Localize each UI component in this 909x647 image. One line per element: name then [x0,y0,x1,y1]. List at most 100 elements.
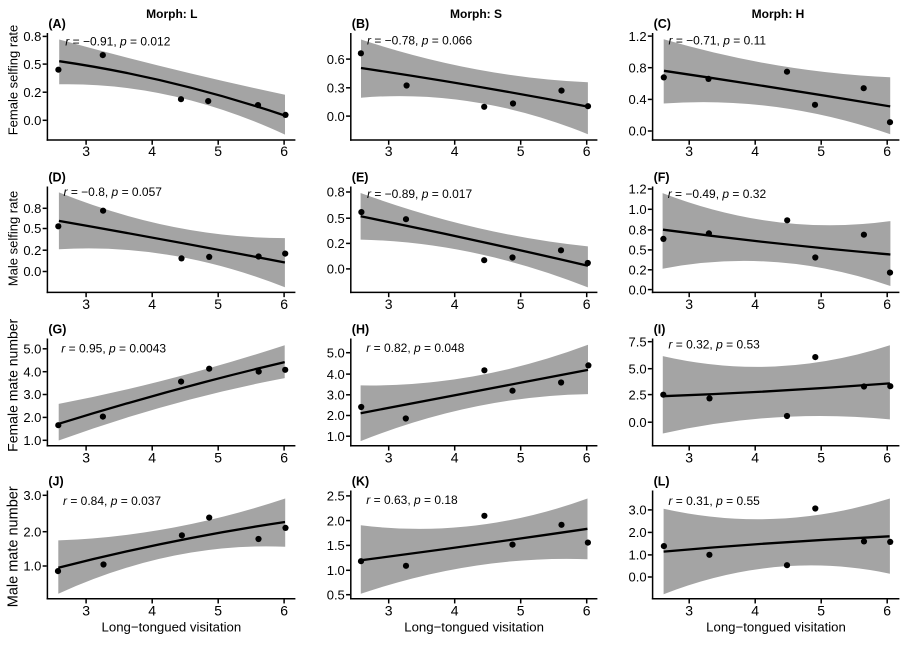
svg-text:3: 3 [685,143,693,159]
svg-text:3.0: 3.0 [23,387,41,402]
svg-text:5: 5 [214,603,222,619]
svg-text:1.2: 1.2 [629,29,647,44]
svg-text:r = −0.91, p = 0.012: r = −0.91, p = 0.012 [65,35,170,49]
svg-text:3: 3 [685,296,693,312]
svg-text:1.0: 1.0 [23,559,41,574]
svg-text:0.5: 0.5 [23,57,41,72]
svg-text:(A): (A) [48,17,65,31]
svg-text:0.5: 0.5 [23,221,41,236]
svg-text:1.5: 1.5 [327,538,345,553]
svg-text:Morph: H: Morph: H [752,7,805,21]
svg-text:4: 4 [751,449,759,465]
svg-text:(J): (J) [48,475,63,489]
svg-text:Morph: S: Morph: S [450,7,502,21]
svg-text:0.8: 0.8 [23,201,41,216]
svg-text:2.5: 2.5 [629,387,647,402]
svg-text:3: 3 [385,449,393,465]
svg-text:(H): (H) [352,323,369,337]
svg-text:0.2: 0.2 [327,236,345,251]
svg-text:3.0: 3.0 [327,387,345,402]
svg-text:3: 3 [82,143,90,159]
svg-text:6: 6 [883,296,891,312]
svg-text:Male mate number: Male mate number [6,486,22,607]
svg-text:Female mate number: Female mate number [5,318,21,451]
svg-text:0.2: 0.2 [23,243,41,258]
svg-text:5: 5 [817,296,825,312]
svg-text:0.8: 0.8 [629,60,647,75]
svg-text:4: 4 [451,296,459,312]
svg-text:1.0: 1.0 [629,548,647,563]
svg-text:0.0: 0.0 [327,109,345,124]
svg-text:3.0: 3.0 [23,488,41,503]
svg-text:0.2: 0.2 [629,262,647,277]
svg-text:0.0: 0.0 [327,262,345,277]
svg-text:5.0: 5.0 [327,345,345,360]
svg-text:Long−tongued visitation: Long−tongued visitation [102,620,242,635]
svg-text:0.2: 0.2 [23,85,41,100]
svg-text:(B): (B) [352,17,369,31]
svg-text:(K): (K) [352,475,369,489]
svg-text:0.0: 0.0 [629,124,647,139]
svg-text:4: 4 [751,143,759,159]
svg-text:r = −0.71, p = 0.11: r = −0.71, p = 0.11 [669,33,767,47]
svg-text:6: 6 [883,449,891,465]
svg-text:6: 6 [883,143,891,159]
svg-text:0.8: 0.8 [23,29,41,44]
svg-text:7.5: 7.5 [629,334,647,349]
svg-text:Male selfing rate: Male selfing rate [6,191,21,286]
svg-text:5: 5 [214,449,222,465]
svg-text:4: 4 [148,296,156,312]
svg-text:5.0: 5.0 [23,341,41,356]
svg-text:6: 6 [280,143,288,159]
svg-text:0.0: 0.0 [629,570,647,585]
svg-text:6: 6 [883,603,891,619]
svg-text:0.3: 0.3 [327,80,345,95]
svg-text:6: 6 [583,603,591,619]
svg-text:4: 4 [451,449,459,465]
svg-text:2.0: 2.0 [23,410,41,425]
svg-text:0.4: 0.4 [629,92,647,107]
svg-text:6: 6 [583,296,591,312]
svg-text:6: 6 [280,449,288,465]
svg-text:3: 3 [82,449,90,465]
svg-text:5.0: 5.0 [629,361,647,376]
svg-text:0.6: 0.6 [327,52,345,67]
svg-text:5: 5 [517,143,525,159]
svg-text:(G): (G) [48,323,66,337]
svg-text:3: 3 [385,603,393,619]
svg-text:5: 5 [517,449,525,465]
svg-text:6: 6 [280,296,288,312]
svg-text:r = 0.31, p = 0.55: r = 0.31, p = 0.55 [668,494,760,508]
svg-text:r = −0.8, p = 0.057: r = −0.8, p = 0.057 [64,185,163,199]
svg-text:6: 6 [280,603,288,619]
svg-text:5: 5 [517,603,525,619]
svg-text:r = 0.63, p = 0.18: r = 0.63, p = 0.18 [366,493,458,507]
svg-text:4: 4 [148,603,156,619]
svg-text:5: 5 [517,296,525,312]
svg-text:Morph: L: Morph: L [146,7,197,21]
svg-text:Female selfing rate: Female selfing rate [6,25,21,136]
svg-text:2.0: 2.0 [23,524,41,539]
svg-text:0.0: 0.0 [629,415,647,430]
svg-text:Long−tongued visitation: Long−tongued visitation [706,620,846,635]
svg-text:(C): (C) [654,17,671,31]
svg-text:(E): (E) [352,171,369,185]
svg-text:(L): (L) [654,475,670,489]
svg-text:4.0: 4.0 [23,364,41,379]
svg-text:4: 4 [451,603,459,619]
svg-text:r = −0.89, p = 0.017: r = −0.89, p = 0.017 [367,187,472,201]
svg-text:2.0: 2.0 [629,525,647,540]
svg-text:1.0: 1.0 [23,433,41,448]
svg-text:r = −0.78, p = 0.066: r = −0.78, p = 0.066 [367,34,472,48]
svg-text:r = 0.82, p = 0.048: r = 0.82, p = 0.048 [366,341,464,355]
svg-text:4: 4 [751,296,759,312]
svg-text:r = 0.84, p = 0.037: r = 0.84, p = 0.037 [63,494,161,508]
svg-text:3: 3 [685,603,693,619]
svg-text:0.5: 0.5 [327,211,345,226]
svg-text:3: 3 [385,296,393,312]
svg-text:5: 5 [214,296,222,312]
svg-text:2.0: 2.0 [327,408,345,423]
svg-text:0.8: 0.8 [327,185,345,200]
svg-text:0.5: 0.5 [327,587,345,602]
svg-text:2.5: 2.5 [327,489,345,504]
